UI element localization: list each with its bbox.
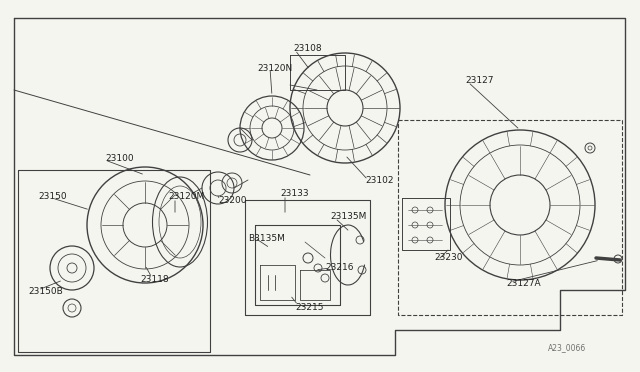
Text: 23230: 23230 xyxy=(434,253,463,263)
Text: 23150B: 23150B xyxy=(28,288,63,296)
Text: 23127: 23127 xyxy=(465,76,493,84)
Text: 23150: 23150 xyxy=(38,192,67,201)
Text: A23_0066: A23_0066 xyxy=(548,343,586,353)
Text: 23133: 23133 xyxy=(280,189,308,198)
Text: 23108: 23108 xyxy=(293,44,322,52)
Text: 23200: 23200 xyxy=(218,196,246,205)
Text: 23127A: 23127A xyxy=(506,279,541,289)
Text: 23120N: 23120N xyxy=(257,64,292,73)
Text: 23135M: 23135M xyxy=(330,212,366,221)
Text: 23215: 23215 xyxy=(295,304,323,312)
Text: 23120M: 23120M xyxy=(168,192,204,201)
Text: B3135M: B3135M xyxy=(248,234,285,243)
Text: 23100: 23100 xyxy=(105,154,134,163)
Text: 23216: 23216 xyxy=(325,263,353,273)
Text: 23118: 23118 xyxy=(140,276,168,285)
Text: 23102: 23102 xyxy=(365,176,394,185)
